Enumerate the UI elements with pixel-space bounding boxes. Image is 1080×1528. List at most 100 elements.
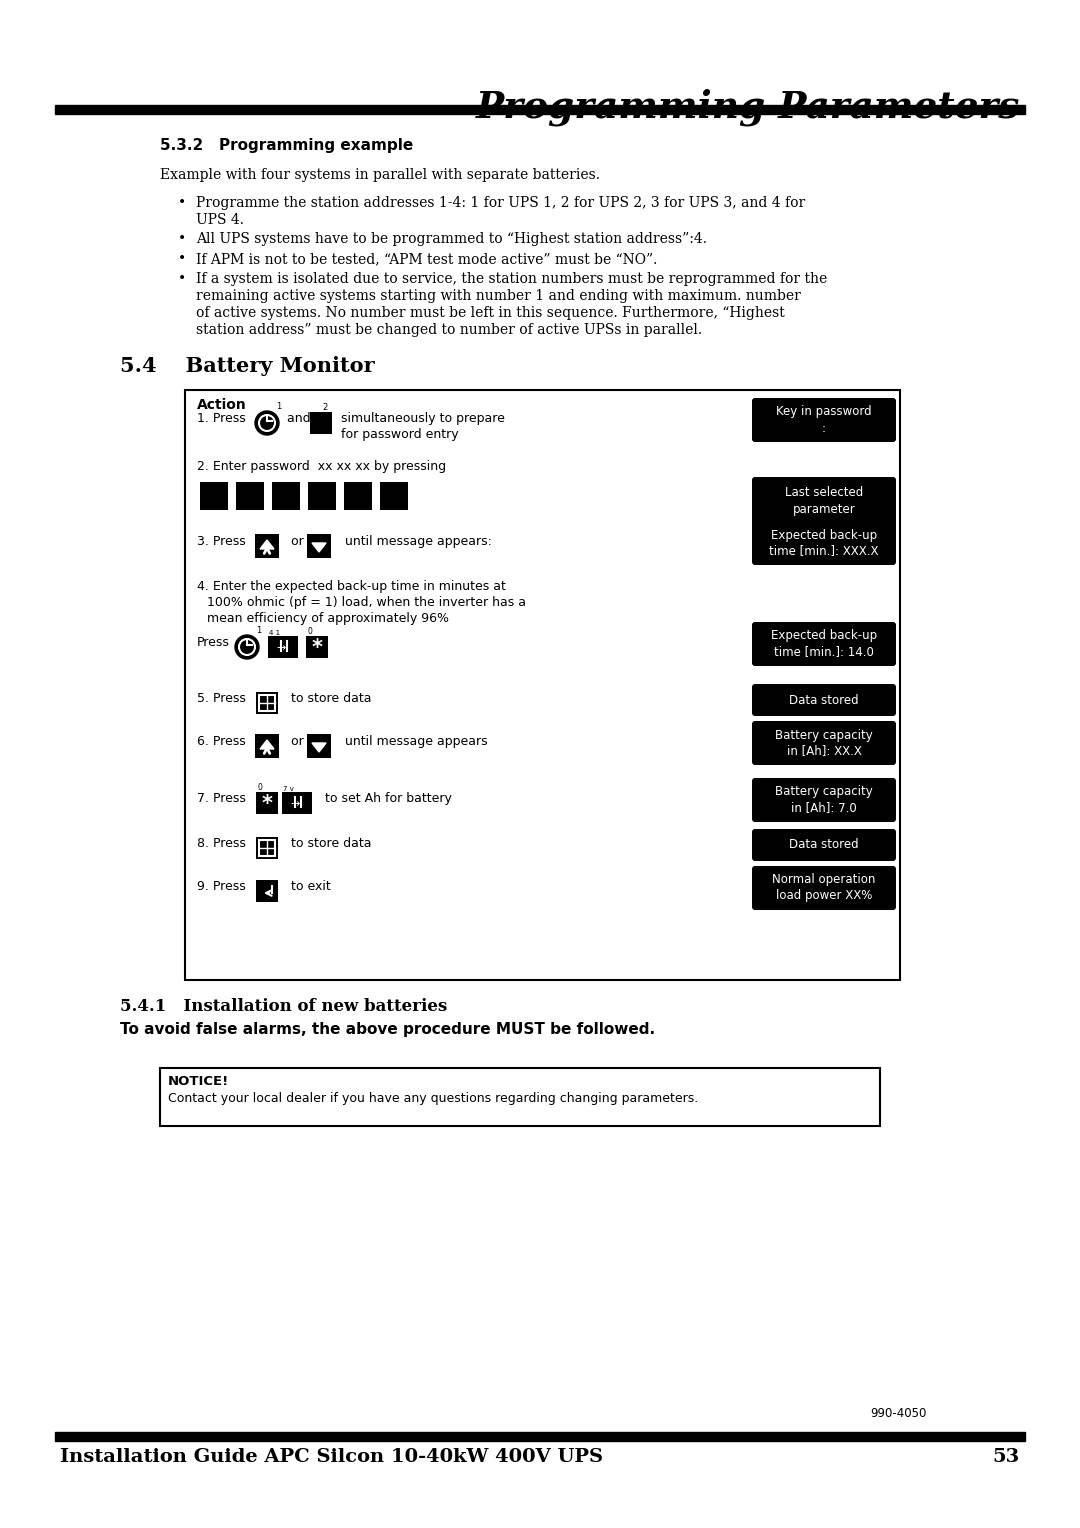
FancyBboxPatch shape bbox=[256, 880, 278, 902]
Text: 5. Press: 5. Press bbox=[197, 692, 246, 704]
Text: Expected back-up
time [min.]: 14.0: Expected back-up time [min.]: 14.0 bbox=[771, 630, 877, 659]
Text: 4 1: 4 1 bbox=[269, 630, 280, 636]
Text: to exit: to exit bbox=[283, 880, 330, 892]
Text: station address” must be changed to number of active UPSs in parallel.: station address” must be changed to numb… bbox=[195, 322, 702, 338]
Text: NOTICE!: NOTICE! bbox=[168, 1076, 229, 1088]
Text: simultaneously to prepare: simultaneously to prepare bbox=[337, 413, 504, 425]
Text: →: → bbox=[291, 799, 299, 808]
Bar bbox=[55, 105, 1025, 115]
Polygon shape bbox=[260, 539, 274, 549]
Text: Action: Action bbox=[197, 397, 246, 413]
Text: 5.4.1   Installation of new batteries: 5.4.1 Installation of new batteries bbox=[120, 998, 447, 1015]
Text: 1. Press: 1. Press bbox=[197, 413, 246, 425]
Text: to store data: to store data bbox=[283, 837, 372, 850]
Text: 990-4050: 990-4050 bbox=[870, 1407, 927, 1420]
Circle shape bbox=[255, 411, 279, 435]
FancyBboxPatch shape bbox=[752, 830, 896, 860]
Text: Contact your local dealer if you have any questions regarding changing parameter: Contact your local dealer if you have an… bbox=[168, 1093, 699, 1105]
Text: and: and bbox=[283, 413, 311, 425]
Text: 9. Press: 9. Press bbox=[197, 880, 246, 892]
Text: Display shows: Display shows bbox=[780, 397, 890, 413]
FancyBboxPatch shape bbox=[185, 390, 900, 979]
FancyBboxPatch shape bbox=[752, 685, 896, 717]
Text: *: * bbox=[261, 795, 272, 814]
FancyBboxPatch shape bbox=[160, 1068, 880, 1126]
Text: Normal operation
load power XX%: Normal operation load power XX% bbox=[772, 874, 876, 903]
Text: Expected back-up
time [min.]: XXX.X: Expected back-up time [min.]: XXX.X bbox=[769, 529, 879, 558]
Text: 0: 0 bbox=[307, 626, 312, 636]
FancyBboxPatch shape bbox=[282, 792, 312, 814]
Text: 100% ohmic (pf = 1) load, when the inverter has a: 100% ohmic (pf = 1) load, when the inver… bbox=[207, 596, 526, 610]
FancyBboxPatch shape bbox=[256, 692, 278, 714]
FancyBboxPatch shape bbox=[307, 533, 330, 558]
FancyBboxPatch shape bbox=[752, 866, 896, 911]
Text: Example with four systems in parallel with separate batteries.: Example with four systems in parallel wi… bbox=[160, 168, 600, 182]
Text: Battery capacity
in [Ah]: XX.X: Battery capacity in [Ah]: XX.X bbox=[775, 729, 873, 758]
Text: 5.3.2   Programming example: 5.3.2 Programming example bbox=[160, 138, 414, 153]
FancyBboxPatch shape bbox=[752, 477, 896, 526]
Text: •: • bbox=[178, 252, 186, 266]
Text: •: • bbox=[178, 272, 186, 286]
FancyBboxPatch shape bbox=[272, 481, 300, 510]
Text: Last selected
parameter: Last selected parameter bbox=[785, 486, 863, 515]
FancyBboxPatch shape bbox=[306, 636, 328, 659]
Text: •: • bbox=[178, 196, 186, 209]
Text: Data stored: Data stored bbox=[789, 839, 859, 851]
Text: or: or bbox=[283, 535, 303, 549]
Text: Programming Parameters: Programming Parameters bbox=[475, 89, 1020, 125]
Text: Programme the station addresses 1-4: 1 for UPS 1, 2 for UPS 2, 3 for UPS 3, and : Programme the station addresses 1-4: 1 f… bbox=[195, 196, 806, 209]
Text: 1: 1 bbox=[276, 402, 281, 411]
Text: *: * bbox=[311, 639, 323, 659]
Bar bbox=[55, 1432, 1025, 1441]
FancyBboxPatch shape bbox=[308, 481, 336, 510]
FancyBboxPatch shape bbox=[255, 533, 279, 558]
FancyBboxPatch shape bbox=[345, 481, 372, 510]
FancyBboxPatch shape bbox=[259, 695, 275, 711]
Text: Data stored: Data stored bbox=[789, 694, 859, 706]
Polygon shape bbox=[312, 542, 326, 552]
Text: If a system is isolated due to service, the station numbers must be reprogrammed: If a system is isolated due to service, … bbox=[195, 272, 827, 286]
Text: until message appears:: until message appears: bbox=[337, 535, 491, 549]
FancyBboxPatch shape bbox=[310, 413, 332, 434]
Text: →: → bbox=[276, 643, 286, 652]
FancyBboxPatch shape bbox=[752, 622, 896, 666]
Text: or: or bbox=[283, 735, 303, 749]
Text: Installation Guide APC Silcon 10-40kW 400V UPS: Installation Guide APC Silcon 10-40kW 40… bbox=[60, 1449, 603, 1465]
FancyBboxPatch shape bbox=[255, 733, 279, 758]
Text: to set Ah for battery: to set Ah for battery bbox=[318, 792, 451, 805]
Text: 7. Press: 7. Press bbox=[197, 792, 246, 805]
Text: 5.4    Battery Monitor: 5.4 Battery Monitor bbox=[120, 356, 375, 376]
Text: remaining active systems starting with number 1 and ending with maximum. number: remaining active systems starting with n… bbox=[195, 289, 801, 303]
FancyBboxPatch shape bbox=[752, 521, 896, 565]
Text: If APM is not to be tested, “APM test mode active” must be “NO”.: If APM is not to be tested, “APM test mo… bbox=[195, 252, 658, 266]
Text: 0: 0 bbox=[257, 782, 261, 792]
Text: Press: Press bbox=[197, 636, 230, 649]
FancyBboxPatch shape bbox=[268, 636, 298, 659]
Text: 8. Press: 8. Press bbox=[197, 837, 246, 850]
Circle shape bbox=[235, 636, 259, 659]
FancyBboxPatch shape bbox=[752, 721, 896, 766]
Text: for password entry: for password entry bbox=[337, 428, 459, 442]
Text: •: • bbox=[178, 232, 186, 246]
Text: 3. Press: 3. Press bbox=[197, 535, 246, 549]
Text: of active systems. No number must be left in this sequence. Furthermore, “Highes: of active systems. No number must be lef… bbox=[195, 306, 785, 319]
FancyBboxPatch shape bbox=[380, 481, 408, 510]
FancyBboxPatch shape bbox=[752, 778, 896, 822]
FancyBboxPatch shape bbox=[200, 481, 228, 510]
Text: 2: 2 bbox=[322, 403, 327, 413]
Text: to store data: to store data bbox=[283, 692, 372, 704]
Text: UPS 4.: UPS 4. bbox=[195, 212, 244, 228]
Text: mean efficiency of approximately 96%: mean efficiency of approximately 96% bbox=[207, 613, 449, 625]
Text: 1: 1 bbox=[256, 626, 261, 636]
FancyBboxPatch shape bbox=[259, 840, 275, 856]
Text: To avoid false alarms, the above procedure MUST be followed.: To avoid false alarms, the above procedu… bbox=[120, 1022, 656, 1038]
FancyBboxPatch shape bbox=[256, 792, 278, 814]
Text: 4. Enter the expected back-up time in minutes at: 4. Enter the expected back-up time in mi… bbox=[197, 581, 505, 593]
Text: Battery capacity
in [Ah]: 7.0: Battery capacity in [Ah]: 7.0 bbox=[775, 785, 873, 814]
FancyBboxPatch shape bbox=[237, 481, 264, 510]
FancyBboxPatch shape bbox=[752, 397, 896, 442]
Text: until message appears: until message appears bbox=[337, 735, 488, 749]
Text: 6. Press: 6. Press bbox=[197, 735, 246, 749]
Text: Key in password
:: Key in password : bbox=[777, 405, 872, 434]
FancyBboxPatch shape bbox=[256, 837, 278, 859]
